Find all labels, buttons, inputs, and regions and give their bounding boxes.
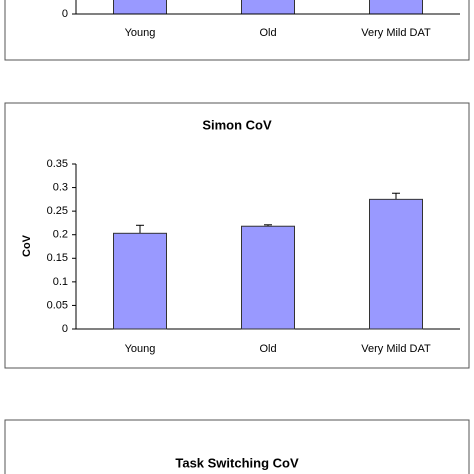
bar-cut (369, 0, 423, 15)
y-axis-label: CoV (21, 234, 33, 257)
y-tick-label: 0.35 (47, 158, 68, 170)
x-tick-label: Old (259, 27, 276, 39)
bar (113, 232, 167, 330)
bar (241, 225, 295, 330)
y-tick-label: 0.1 (53, 276, 68, 288)
y-tick-label: 0.3 (53, 181, 68, 193)
x-tick-label: Young (125, 27, 156, 39)
y-tick-label: 0.15 (47, 252, 68, 264)
x-tick-label: Very Mild DAT (361, 27, 431, 39)
chart-title: Simon CoV (202, 117, 272, 132)
x-tick-label: Old (259, 343, 276, 355)
x-tick-label: Very Mild DAT (361, 343, 431, 355)
chart-title: Task Switching CoV (175, 455, 299, 470)
y-tick-label: 0.05 (47, 299, 68, 311)
bar-cut (241, 0, 295, 15)
x-tick-label: Young (125, 343, 156, 355)
bar-cut (113, 0, 167, 15)
y-tick-label: 0.2 (53, 229, 68, 241)
y-tick-label: 0 (62, 8, 68, 20)
chart-frame (4, 419, 470, 474)
y-tick-label: 0 (62, 323, 68, 335)
bar (369, 198, 423, 330)
y-tick-label: 0.25 (47, 205, 68, 217)
